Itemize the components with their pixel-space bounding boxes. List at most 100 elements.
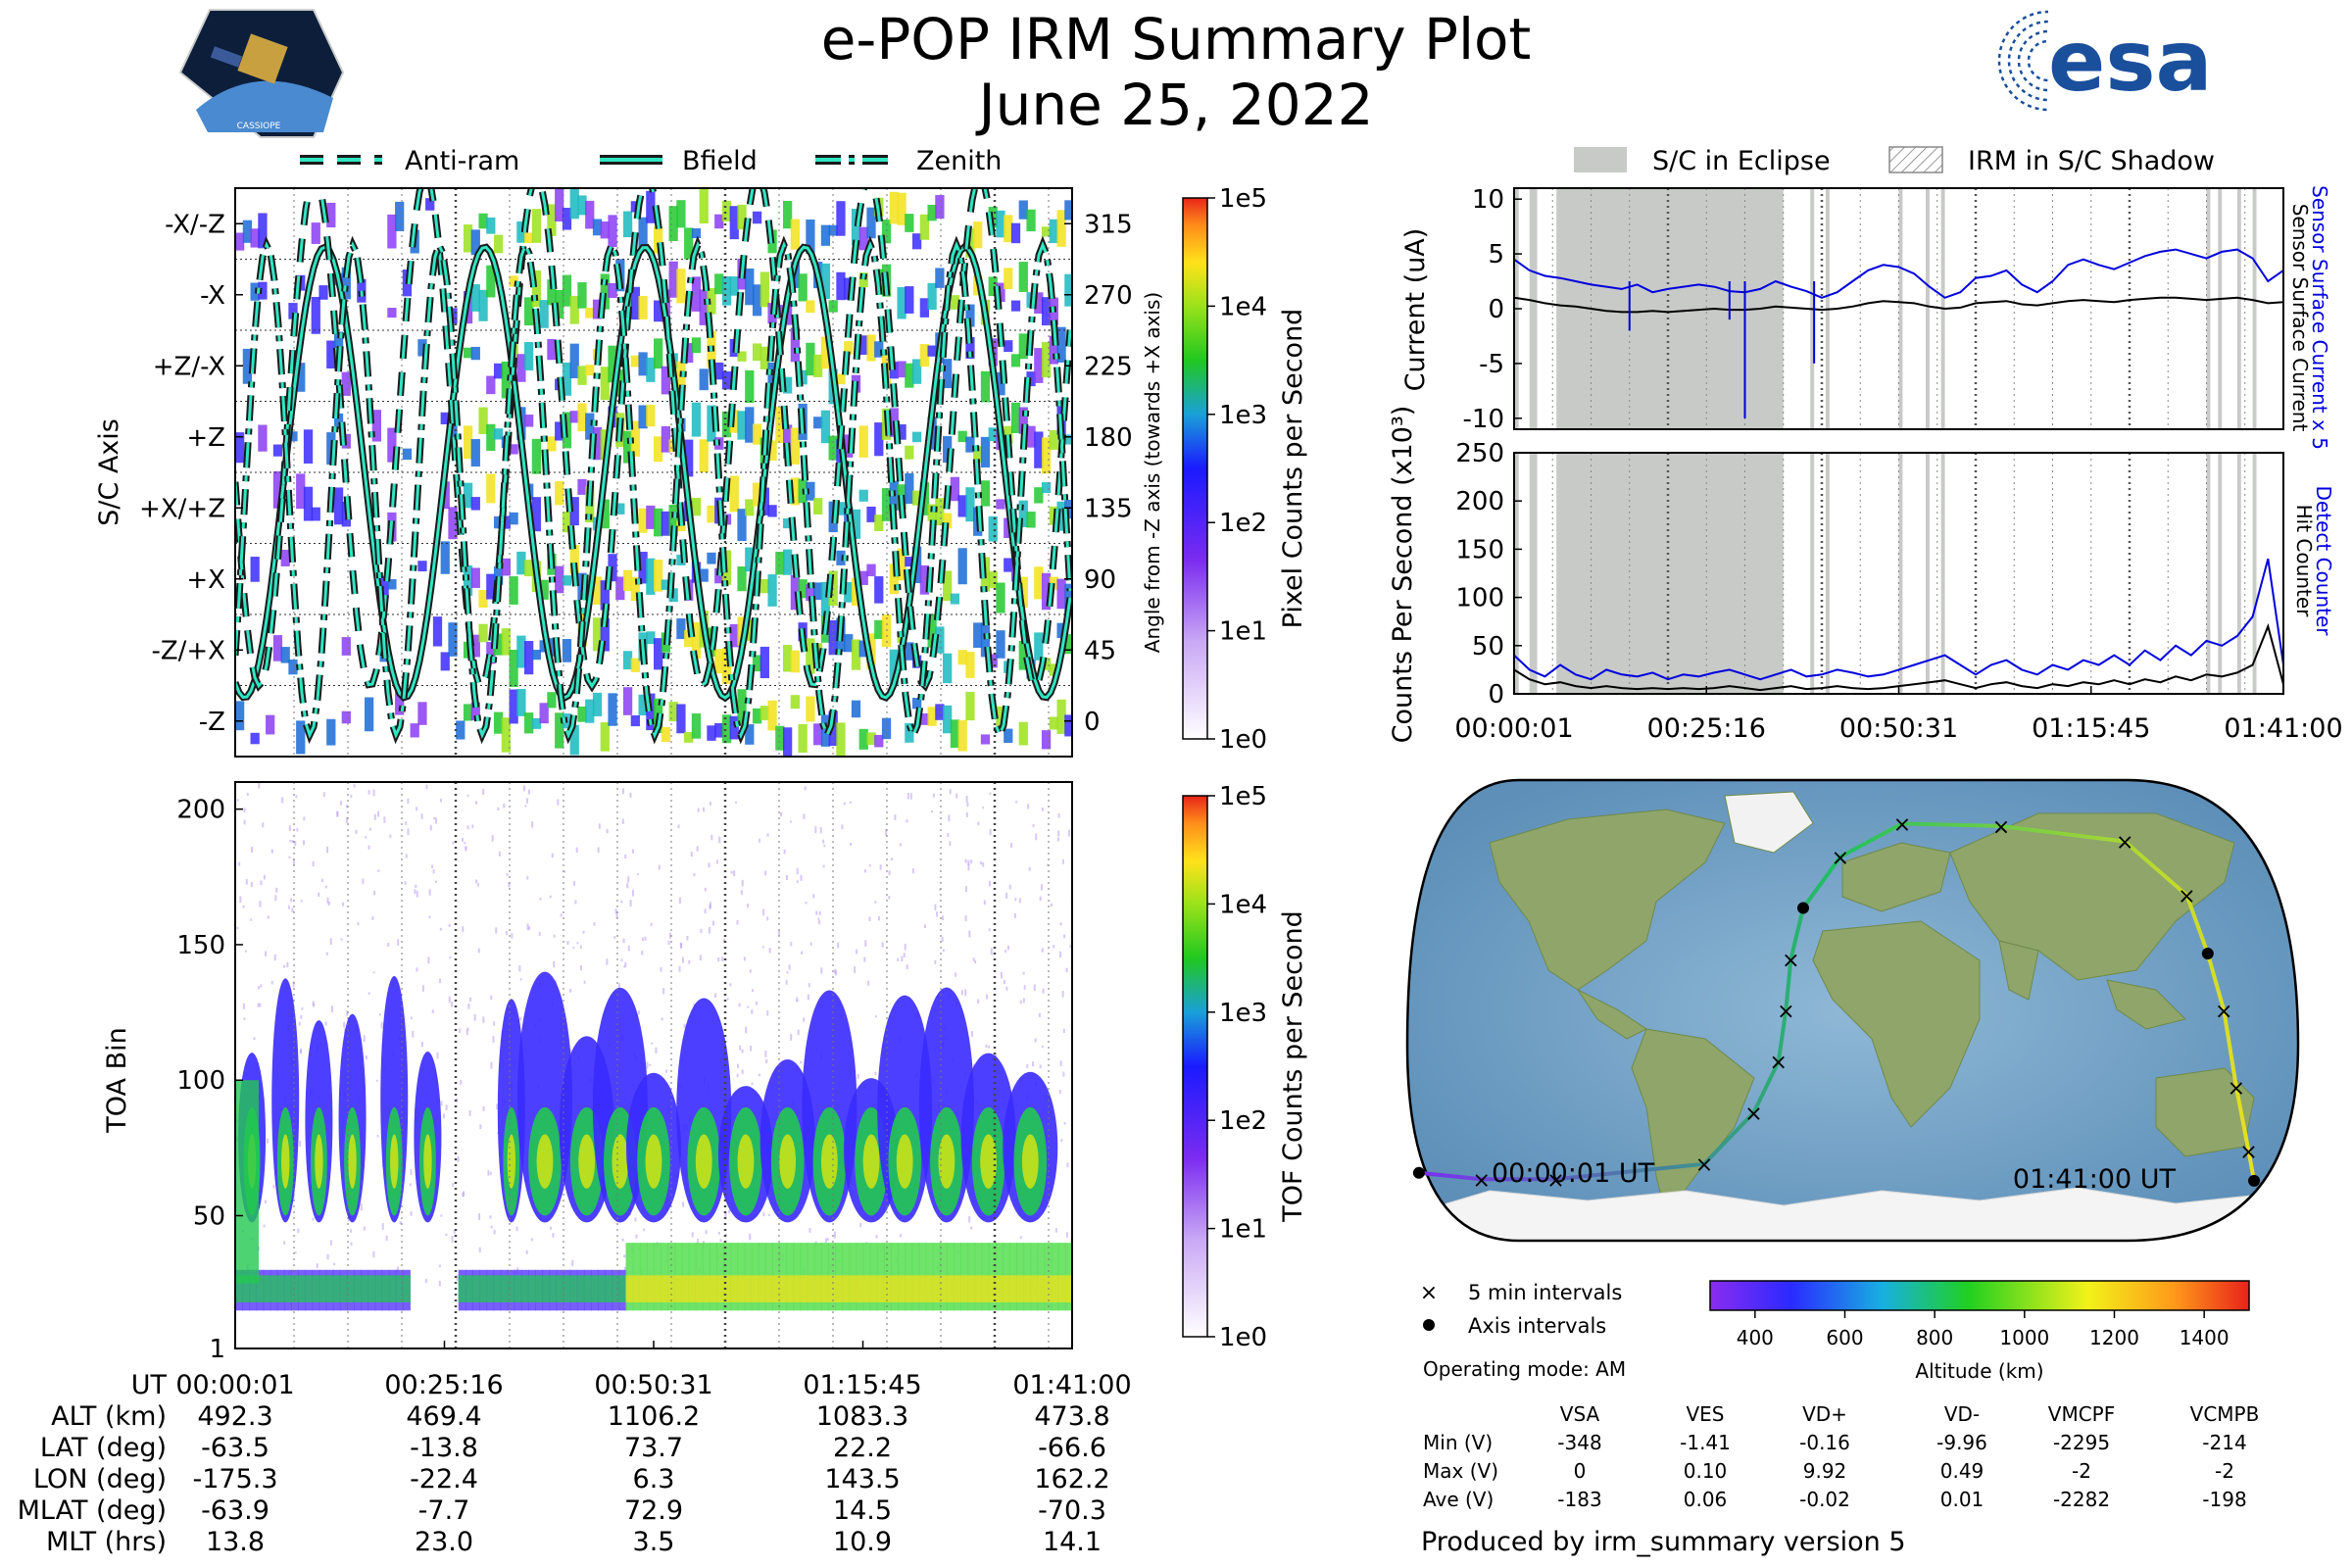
pixel-spectrogram-cell [470,567,480,588]
pixel-spectrogram-cell [470,497,480,511]
pixel-spectrogram-cell [288,660,298,675]
pixel-spectrogram-cell [531,209,542,243]
cur-series-1 [1513,296,2284,314]
pixel-spectrogram-cell [767,440,777,461]
five-min-marker: × [2178,885,2195,909]
info-row-label: MLAT (deg) [18,1495,167,1526]
pixel-spectrogram-cell [911,233,922,250]
pixel-colorbar: 1e5 1e4 1e3 1e2 1e1 1e0 Pixel Counts per Seco… [1182,184,1308,755]
pixel-spectrogram-cell [752,211,762,224]
info-row-label: UT [131,1370,168,1400]
pixel-spectrogram-cell [1010,300,1021,312]
voltage-cell: -0.16 [1799,1431,1850,1454]
pixel-spectrogram-cell [691,276,702,312]
eclipse-band [1514,453,1519,694]
pixel-spectrogram-cell [470,229,480,256]
info-cell: -13.8 [410,1433,478,1463]
pixel-spectrogram-cell [395,688,405,715]
pixel-spectrogram-cell [691,227,702,239]
pixel-spectrogram-cell [1041,437,1052,474]
pixel-spectrogram-cell [889,191,899,224]
pixel-spectrogram-cell [919,298,929,318]
spec1-axis-label: -X/-Z [165,210,225,239]
pixel-spectrogram-cell [927,707,937,726]
pixel-spectrogram-cell [858,489,868,502]
cassiope-logo-text: CASSIOPE [237,122,281,131]
pixel-spectrogram-cell [943,359,953,389]
pixel-spectrogram-cell [296,363,306,392]
pixel-spectrogram-cell [782,376,793,394]
info-cell: 473.8 [1034,1401,1109,1432]
pixel-spectrogram-cell [638,352,648,376]
pixel-spectrogram-cell [858,335,868,356]
orbit-track [1418,821,2257,1182]
pixel-spectrogram-cell [782,518,793,529]
pixel-spectrogram-cell [516,220,526,243]
pixel-spectrogram-cell [402,448,413,461]
pixel-spectrogram-cell [820,581,831,616]
pixel-spectrogram-cell [828,619,838,656]
pixel-spectrogram-cell [905,214,914,232]
pixel-spectrogram-cell [303,429,314,465]
spec1-right-ylabel: Angle from -Z axis (towards +X axis) [1141,292,1164,653]
eclipse-band [2206,453,2211,694]
pixel-spectrogram-cell [866,334,876,362]
colorbar-tick: 1e2 [1219,1106,1267,1136]
altitude-tick: 1000 [1999,1326,2049,1349]
voltage-cell: -198 [2202,1488,2246,1511]
cnt-ytick: 100 [1455,584,1504,613]
pixel-spectrogram-cell [790,695,801,710]
pixel-spectrogram-cell [1004,215,1013,243]
info-cell: 14.5 [833,1495,892,1526]
pixel-spectrogram-cell [258,213,268,249]
pixel-spectrogram-cell [950,295,960,310]
pixel-spectrogram-cell [767,700,777,731]
pixel-spectrogram-cell [646,190,656,223]
pixel-spectrogram-cell [813,416,823,429]
pixel-spectrogram-cell [935,498,945,526]
pixel-spectrogram-cell [592,426,603,461]
pixel-spectrogram-cell [775,725,785,751]
pixel-spectrogram-cell [333,331,344,359]
pixel-spectrogram-cell [524,415,534,427]
pixel-spectrogram-cell [1064,273,1072,307]
pixel-spectrogram-cell [737,351,747,362]
pixel-spectrogram-cell [622,211,633,238]
voltage-cell: 0.49 [1940,1459,1984,1483]
counts-right-label-blue: Detect Counter [2312,486,2335,637]
voltage-cell: -2 [2215,1459,2234,1483]
pixel-spectrogram-cell [311,296,320,334]
pixel-spectrogram-cell [1041,341,1052,378]
pixel-spectrogram-cell [258,424,268,452]
pixel-spectrogram-cell [470,439,480,467]
pixel-spectrogram-cell [250,228,260,248]
pixel-spectrogram-cell [654,226,663,254]
pixel-spectrogram-cell [721,370,732,390]
pixel-spectrogram-cell [1064,434,1072,445]
pixel-spectrogram-cell [721,411,732,438]
pixel-spectrogram-cell [509,649,518,687]
pixel-spectrogram-cell [577,282,587,309]
pixel-spectrogram-cell [980,622,991,658]
pixel-spectrogram-cell [911,359,922,384]
cur-ytick: -10 [1463,405,1504,434]
five-min-marker: × [1832,846,1849,870]
pixel-spectrogram-cell [1026,512,1036,528]
pixel-spectrogram-cell [691,402,702,437]
pixel-spectrogram-cell [691,621,702,660]
pixel-spectrogram-cell [980,370,991,403]
pixel-spectrogram-cell [425,198,435,211]
pixel-spectrogram-cell [493,565,504,585]
pixel-spectrogram-cell [440,412,450,424]
pixel-spectrogram-cell [470,702,480,721]
pixel-spectrogram-cell [729,276,739,296]
pixel-spectrogram-cell [820,263,831,299]
pixel-spectrogram-cell [654,560,663,592]
pixel-spectrogram-cell [1034,348,1044,383]
pixel-spectrogram-cell [272,470,283,509]
pixel-spectrogram-cell [874,734,884,748]
pixel-spectrogram-cell [638,508,648,533]
pixel-spectrogram-cell [943,513,953,529]
pixel-spectrogram-cell [547,279,557,306]
pixel-spectrogram-cell [630,286,640,320]
